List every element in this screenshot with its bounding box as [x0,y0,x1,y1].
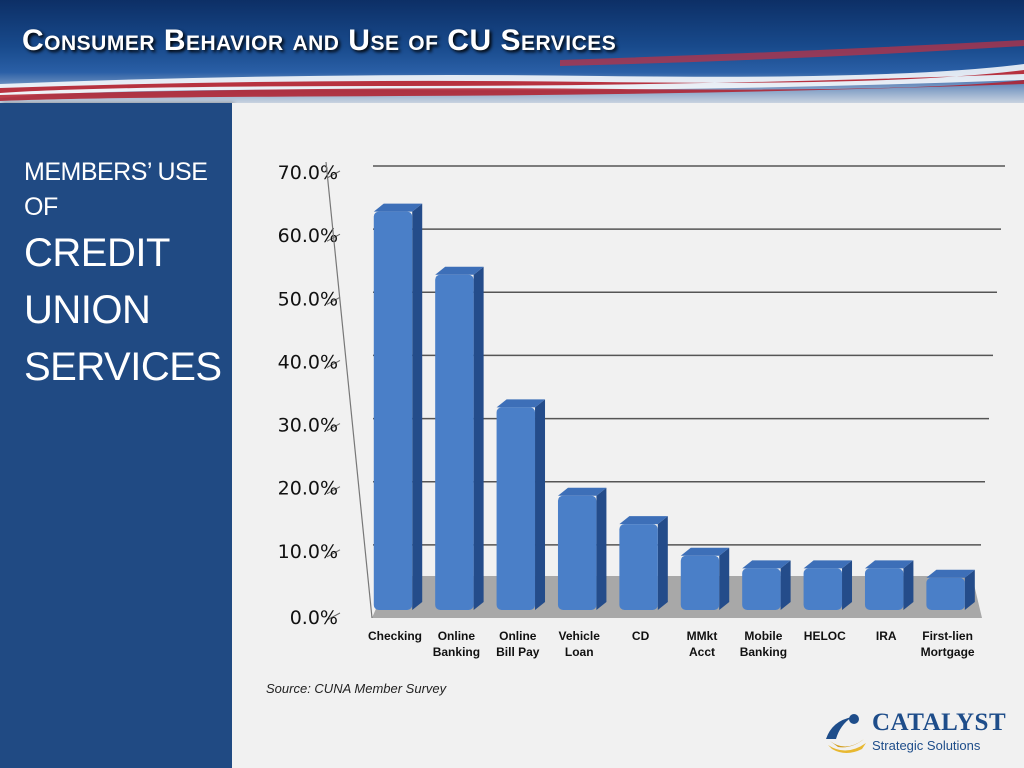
y-axis-tick-mark [326,359,341,368]
bar-front [557,495,597,610]
y-axis-tick-mark [326,423,341,432]
bar-side [473,266,484,610]
bar [680,547,730,610]
y-axis-tick-label: 60.0% [278,225,338,247]
bar-front [803,568,843,610]
bar-side [719,547,730,610]
bar [373,203,423,611]
y-axis-tick-mark [326,612,341,621]
bar [926,569,975,610]
bar-side [964,569,975,610]
bar-top [435,266,484,275]
title-banner: Consumer Behavior and Use of CU Services [0,0,1024,103]
bar-side [657,516,668,610]
x-axis-tick-label: Online Bill Pay [496,629,540,659]
bar [864,560,914,610]
y-axis-tick-label: 30.0% [278,415,338,437]
x-axis-tick-label: Online Banking [433,629,480,659]
x-axis-tick-label: First-lien Mortgage [921,629,975,659]
bar-top [373,203,423,212]
y-axis: 0.0% 10.0% 20.0% 30.0% 40.0% 50.0% 60.0% 70.0% [278,161,373,629]
bar [619,516,668,610]
bar-top [496,399,546,408]
y-axis-tick-mark [326,170,341,179]
bar-front [373,211,413,611]
y-axis-tick-label: 40.0% [278,351,338,373]
bar-front [680,555,720,610]
bar-top [803,560,853,569]
bar-side [412,203,423,611]
bar-side [780,560,791,610]
x-axis-tick-label: CD [632,629,650,643]
chart-area: 0.0% 10.0% 20.0% 30.0% 40.0% 50.0% 60.0% 70.0% … [232,103,1024,768]
catalyst-logo: CATALYST Strategic Solutions [820,705,1006,760]
y-axis-line [325,161,373,619]
chart-bars [373,203,975,611]
bar-front [435,274,474,610]
bar-side [903,560,914,610]
x-axis-tick-label: Checking [368,629,422,643]
slide-title: Consumer Behavior and Use of CU Services [22,24,617,57]
bar-top [742,560,791,569]
side-panel: MEMBERS’ USE OF CREDIT UNION SERVICES [0,103,232,768]
bar [742,560,791,610]
bar-front [864,568,904,610]
bar [496,399,546,610]
bar-side [596,487,607,610]
bar [803,560,853,610]
x-axis-tick-label: HELOC [804,629,846,643]
x-axis-tick-label: MMkt Acct [687,629,718,659]
y-axis-tick-label: 10.0% [278,541,338,563]
bar-top [926,569,975,578]
y-axis-tick-mark [326,549,341,558]
bar [557,487,607,610]
bar-front [619,524,658,610]
y-axis-tick-mark [326,486,341,495]
y-axis-tick-mark [326,296,341,305]
logo-wordmark: CATALYST [872,709,1007,736]
x-axis-labels: Checking Online Banking Online Bill Pay Vehic… [368,629,975,659]
y-axis-tick-label: 20.0% [278,478,338,500]
bar-top [557,487,607,496]
catalyst-logo-mark [826,714,866,753]
bar [435,266,484,610]
chart-gridlines [373,165,1005,546]
y-axis-tick-label: 50.0% [278,288,338,310]
side-panel-heading: CREDIT UNION SERVICES [24,231,222,389]
y-axis-tick-label: 0.0% [290,607,338,629]
bar-top [619,516,668,525]
source-note: Source: CUNA Member Survey [266,681,447,696]
bar-front [496,407,536,610]
flag-stripes-decoration [0,40,1024,101]
x-axis-tick-label: IRA [876,629,897,643]
bar-chart: 0.0%10.0%20.0%30.0%40.0%50.0%60.0%70.0% … [278,161,1005,659]
x-axis-tick-label: Mobile Banking [740,629,787,659]
x-axis-tick-label: Vehicle Loan [559,629,601,659]
bar-side [535,399,546,610]
y-axis-tick-label: 70.0% [278,162,338,184]
bar-side [842,560,853,610]
logo-tagline: Strategic Solutions [872,738,981,753]
bar-top [680,547,730,556]
side-panel-subtitle: MEMBERS’ USE OF [24,158,208,221]
bar-top [864,560,914,569]
bar-front [926,577,965,610]
bar-front [742,568,781,610]
